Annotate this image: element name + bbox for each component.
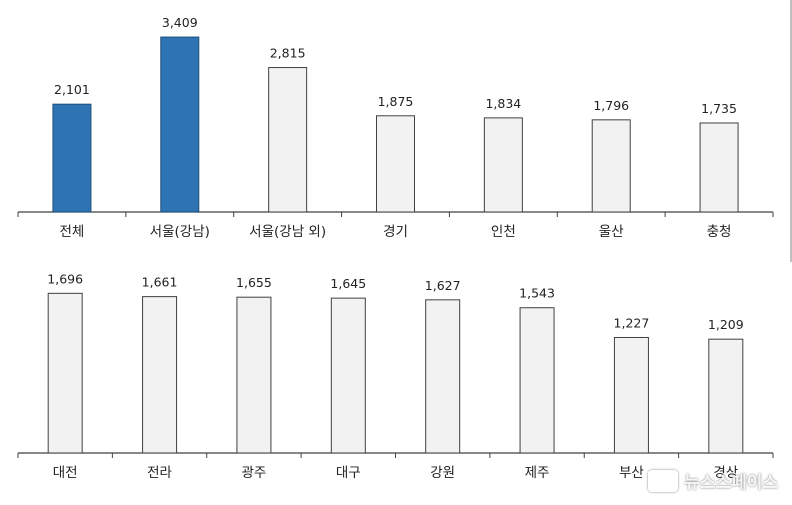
- bar: [160, 36, 200, 213]
- category-label: 제주: [525, 465, 550, 481]
- data-label: 3,409: [162, 15, 198, 30]
- data-label: 1,227: [614, 315, 650, 330]
- bar: [699, 122, 739, 213]
- watermark: 뉴스스페이스: [648, 468, 778, 493]
- bar-chart-top: 2,101 전체 3,409 서울(강남) 2,815 서울(강남 외) 1,875 경기 1,…: [17, 15, 774, 240]
- watermark-text: 뉴스스페이스: [684, 473, 778, 493]
- category-label: 경상: [713, 465, 738, 481]
- category-label: 인천: [491, 224, 516, 240]
- bar: [376, 115, 415, 213]
- data-label: 1,735: [701, 101, 737, 116]
- category-label: 전라: [147, 465, 172, 481]
- data-label: 2,101: [54, 82, 90, 97]
- category-label: 강원: [430, 465, 455, 481]
- bar: [708, 338, 744, 454]
- data-label: 1,645: [330, 276, 366, 291]
- data-label: 1,834: [485, 96, 521, 111]
- category-label: 충청: [707, 224, 732, 240]
- data-label: 1,696: [47, 271, 83, 286]
- data-label: 1,627: [425, 278, 461, 293]
- bar: [483, 117, 523, 213]
- bar: [47, 292, 83, 454]
- category-label: 울산: [599, 224, 624, 240]
- bar: [425, 299, 461, 454]
- bar: [330, 297, 366, 454]
- data-label: 1,796: [593, 98, 629, 113]
- data-label: 1,543: [519, 286, 555, 301]
- bar: [613, 336, 649, 454]
- data-label: 2,815: [270, 46, 306, 61]
- chart-panel-bottom: 1,696 대전 1,661 전라 1,655 광주 1,645 대구 1,627 강원 1,543…: [0, 262, 792, 505]
- category-label: 부산: [619, 465, 644, 481]
- bar: [519, 307, 555, 454]
- chart-panel-top: 2,101 전체 3,409 서울(강남) 2,815 서울(강남 외) 1,875 경기 1,…: [17, 0, 792, 262]
- watermark-logo-icon: [648, 469, 679, 492]
- category-label: 경기: [383, 224, 408, 240]
- bar: [142, 296, 178, 454]
- category-label: 서울(강남): [150, 224, 210, 240]
- bar: [236, 296, 272, 454]
- category-label: 전체: [60, 224, 85, 240]
- data-label: 1,655: [236, 275, 272, 290]
- bar: [591, 119, 631, 213]
- category-label: 대전: [53, 465, 78, 481]
- bar-chart-bottom: 1,696 대전 1,661 전라 1,655 광주 1,645 대구 1,627 강원 1,543…: [17, 271, 774, 481]
- category-label: 서울(강남 외): [249, 224, 326, 240]
- data-label: 1,661: [142, 275, 178, 290]
- data-label: 1,875: [378, 94, 414, 109]
- category-label: 대구: [336, 465, 361, 481]
- category-label: 광주: [242, 465, 267, 481]
- bar: [52, 103, 92, 213]
- data-label: 1,209: [708, 317, 744, 332]
- bar: [268, 67, 308, 213]
